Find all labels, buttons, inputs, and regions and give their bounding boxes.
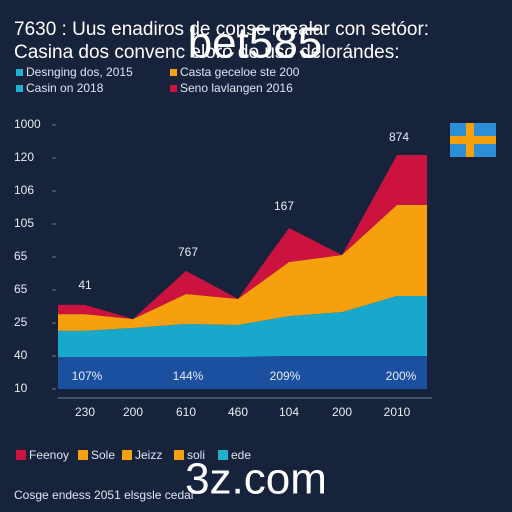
y-tick-label: 40 [14,348,28,362]
area [58,155,427,320]
legend-label: Seno lavlangen 2016 [180,81,293,95]
legend-label: Jeizz [135,448,162,462]
legend-label: soli [187,448,205,462]
data-label: 209% [270,369,301,383]
y-tick-label: 120 [14,150,34,164]
legend-label: Casin on 2018 [26,81,104,95]
watermark: 3z.com [185,455,327,504]
legend-label: Feenoy [29,448,69,462]
chart-subtitle: Casina dos convenc eloro do uso deloránd… [14,42,400,63]
legend-swatch [16,450,26,460]
watermark: bet585 [188,19,323,68]
y-tick-label: 65 [14,249,28,263]
legend-swatch [170,69,177,76]
x-tick-label: 2010 [384,405,411,419]
legend-swatch [122,450,132,460]
legend-swatch [78,450,88,460]
footer: Cosge endess 2051 elsgsle cedal [14,488,193,502]
y-tick-label: 65 [14,282,28,296]
y-tick-label: 10 [14,381,28,395]
data-label: 41 [78,278,92,292]
x-tick-label: 610 [176,405,196,419]
legend-label: ede [231,448,251,462]
chart-title: 7630 : Uus enadiros de conso mealar con … [14,19,429,40]
x-tick-label: 460 [228,405,248,419]
x-tick-label: 230 [75,405,95,419]
data-label: 200% [386,369,417,383]
legend-label: Sole [91,448,115,462]
y-tick-label: 105 [14,216,34,230]
data-label: 767 [178,245,198,259]
area [58,295,427,357]
y-tick-label: 106 [14,183,34,197]
y-tick-label: 25 [14,315,28,329]
legend-label: Desnging dos, 2015 [26,65,133,79]
x-tick-label: 200 [332,405,352,419]
data-label: 107% [72,369,103,383]
legend-label: Casta geceloe ste 200 [180,65,300,79]
legend-swatch [174,450,184,460]
data-label: 167 [274,199,294,213]
data-label: 144% [173,369,204,383]
legend-swatch [170,85,177,92]
legend-swatch [16,69,23,76]
area [58,356,427,389]
y-tick-label: 1000 [14,117,41,131]
data-label: 874 [389,130,409,144]
area [58,204,427,331]
legend-swatch [218,450,228,460]
x-tick-label: 200 [123,405,143,419]
x-tick-label: 104 [279,405,299,419]
flag-icon [450,123,496,157]
legend-swatch [16,85,23,92]
